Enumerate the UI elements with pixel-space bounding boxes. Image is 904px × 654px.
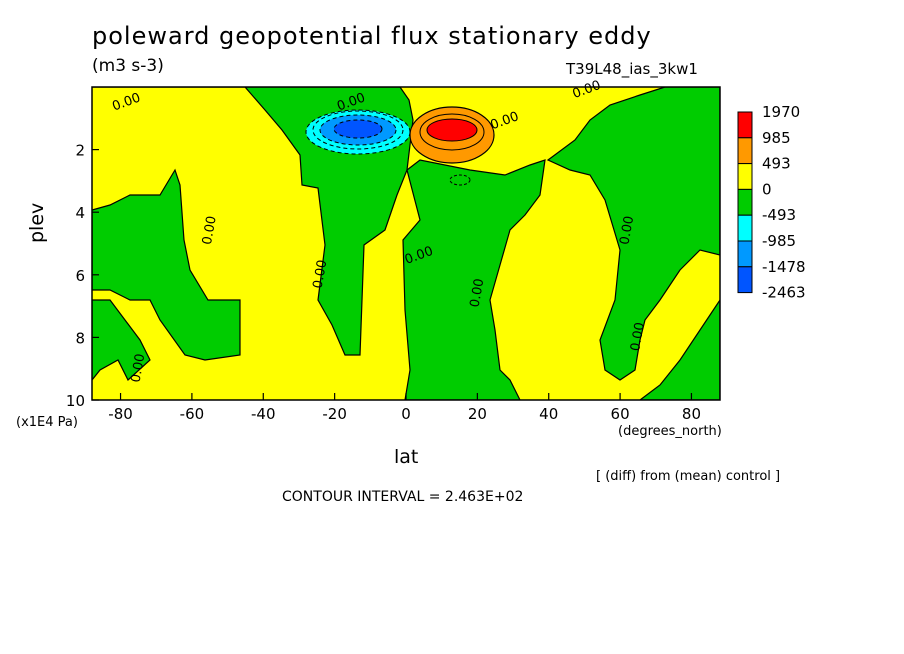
- x-tick-label: 20: [468, 405, 487, 423]
- contour-small-feature: [449, 174, 471, 186]
- region-negative-sw: [92, 299, 151, 381]
- y-tick-label: 10: [66, 392, 85, 410]
- y-tick-label: 2: [75, 142, 85, 160]
- colorbar-label: 0: [762, 180, 772, 198]
- chart-units: (m3 s-3): [92, 56, 164, 76]
- contour-label: 0.00: [200, 215, 220, 246]
- x-tick-label: 80: [682, 405, 701, 423]
- region-negative-se: [639, 298, 720, 400]
- colorbar-swatch: [737, 240, 753, 268]
- plot-area: [92, 87, 720, 400]
- y-axis-units: (x1E4 Pa): [16, 415, 78, 430]
- contour-labels: 0.00 0.000.000.000.000.000.000.000.000.00…: [110, 78, 648, 384]
- colorbar-swatch: [737, 188, 753, 216]
- contour-label: 0.00: [617, 215, 637, 246]
- contour-label: 0.00: [129, 353, 149, 384]
- colorbar-swatch: [737, 214, 753, 242]
- colorbar-label: 985: [762, 129, 791, 147]
- x-tick-label: -60: [180, 405, 205, 423]
- region-negative-east: [546, 87, 720, 381]
- region-negative-center: [402, 159, 546, 400]
- contour-neg-extra: [312, 110, 404, 150]
- colorbar: 1970 985 493 0 -493 -985 -1478 -2463: [737, 103, 806, 302]
- chart-title: poleward geopotential flux stationary ed…: [92, 22, 652, 50]
- contour-label: 0.00: [311, 259, 331, 290]
- colorbar-label: -1478: [762, 258, 806, 276]
- colorbar-swatch: [737, 163, 753, 190]
- x-axis-label: lat: [394, 446, 419, 468]
- y-ticks: 2 4 6 8 10: [66, 142, 99, 410]
- x-tick-label: 40: [539, 405, 558, 423]
- x-axis-units: (degrees_north): [618, 424, 722, 439]
- x-tick-label: -40: [251, 405, 276, 423]
- x-tick-label: 60: [611, 405, 630, 423]
- contour-interval: CONTOUR INTERVAL = 2.463E+02: [282, 489, 524, 505]
- y-tick-label: 8: [75, 329, 85, 347]
- diff-annotation: [ (diff) from (mean) control ]: [596, 469, 781, 484]
- colorbar-swatch: [737, 111, 753, 139]
- contour-label: 0.00: [628, 321, 648, 352]
- y-tick-label: 4: [75, 204, 85, 222]
- x-ticks: -80 -60 -40 -20 0 20 40 60 80: [108, 393, 701, 423]
- colorbar-label: 1970: [762, 103, 800, 121]
- region-neg-level-3: [333, 119, 383, 139]
- x-tick-label: -80: [108, 405, 133, 423]
- colorbar-swatch: [737, 137, 753, 165]
- colorbar-label: 493: [762, 155, 791, 173]
- x-tick-label: 0: [401, 405, 411, 423]
- colorbar-label: -985: [762, 232, 796, 250]
- experiment-label: T39L48_ias_3kw1: [566, 60, 698, 78]
- colorbar-label: -2463: [762, 284, 806, 302]
- y-tick-label: 6: [75, 267, 85, 285]
- x-tick-label: -20: [322, 405, 347, 423]
- colorbar-swatch: [737, 266, 753, 294]
- colorbar-label: -493: [762, 206, 796, 224]
- region-pos-level-3: [426, 118, 478, 142]
- contour-label: 0.00: [468, 277, 488, 308]
